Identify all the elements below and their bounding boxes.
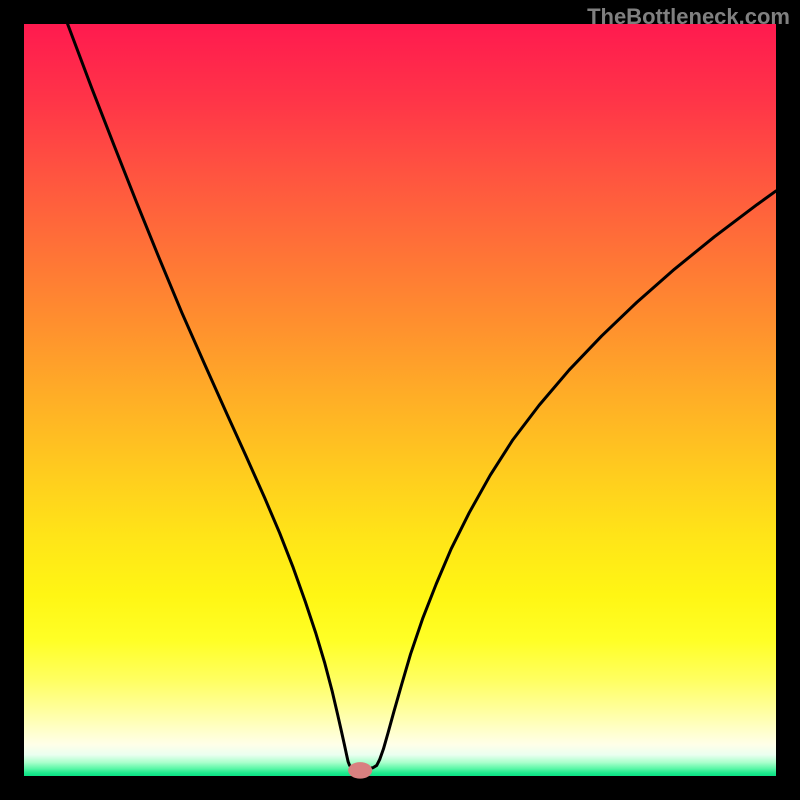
plot-background [24,24,776,776]
bottleneck-chart: TheBottleneck.com [0,0,800,800]
watermark-text: TheBottleneck.com [587,4,790,30]
optimal-point-marker [348,762,372,779]
chart-svg [0,0,800,800]
